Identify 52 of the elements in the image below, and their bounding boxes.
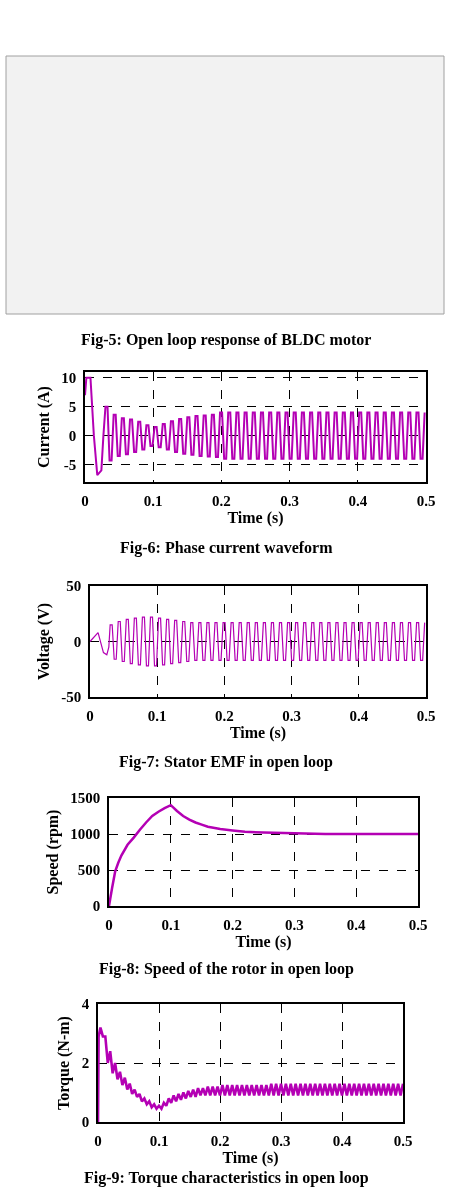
x-tick-label: 0.4 [332,1132,352,1149]
x-tick-label: 0.4 [349,707,369,724]
y-tick-label: -5 [63,456,77,473]
y-tick-label: 2 [81,1055,90,1072]
x-tick-label: 0.3 [282,707,301,724]
line-series [90,616,426,667]
y-axis-title: Voltage (V) [34,602,53,681]
y-tick-label: 1500 [70,790,101,807]
y-axis-title: Speed (rpm) [43,809,62,895]
y-axis-title: Current (A) [34,386,53,468]
text: Fig-5: Open loop response of BLDC motor [81,331,372,349]
x-axis-title: Time (s) [222,1148,279,1167]
text: Fig-8: Speed of the rotor in open loop [99,960,355,978]
y-tick-label: 1000 [70,826,101,843]
y-tick-label: 0 [92,898,101,915]
y-tick-label: 5 [68,398,77,415]
x-tick-label: 0.1 [161,916,181,933]
x-tick-label: 0.4 [348,492,368,509]
y-tick-label: 50 [66,578,82,595]
x-tick-label: 0.1 [149,1132,169,1149]
x-tick-label: 0.5 [393,1132,413,1149]
x-tick-label: 0.3 [271,1132,291,1149]
x-tick-label: 0.3 [285,916,304,933]
y-axis-title: Torque (N-m) [55,1016,74,1110]
line-series [109,803,418,906]
x-tick-label: 0.2 [215,707,234,724]
x-axis-title: Time (s) [229,723,287,742]
y-tick-label: 10 [61,370,77,387]
y-tick-label: -50 [61,689,82,706]
x-tick-label: 0.5 [416,492,436,509]
x-tick-label: 0 [105,916,113,933]
text: Fig-6: Phase current waveform [120,539,334,557]
text: Fig-7: Stator EMF in open loop [119,753,333,771]
x-tick-label: 0.2 [210,1132,230,1149]
line-series [85,376,426,477]
x-tick-label: 0.1 [147,707,167,724]
x-tick-label: 0.1 [143,492,163,509]
y-tick-label: 500 [77,862,101,879]
x-tick-label: 0.4 [346,916,367,933]
x-tick-label: 0.2 [223,916,242,933]
x-tick-label: 0.2 [212,492,231,509]
y-tick-label: 0 [68,427,77,444]
y-tick-label: 0 [73,633,82,650]
x-axis-title: Time (s) [227,508,284,527]
text: Fig-9: Torque characteristics in open loop [84,1169,369,1187]
x-tick-label: 0.5 [408,916,428,933]
x-tick-label: 0.5 [416,707,436,724]
y-tick-label: 4 [81,996,90,1013]
line-series [98,1026,403,1122]
x-axis-title: Time (s) [235,932,292,951]
y-tick-label: 0 [81,1114,90,1131]
x-tick-label: 0.3 [280,492,299,509]
